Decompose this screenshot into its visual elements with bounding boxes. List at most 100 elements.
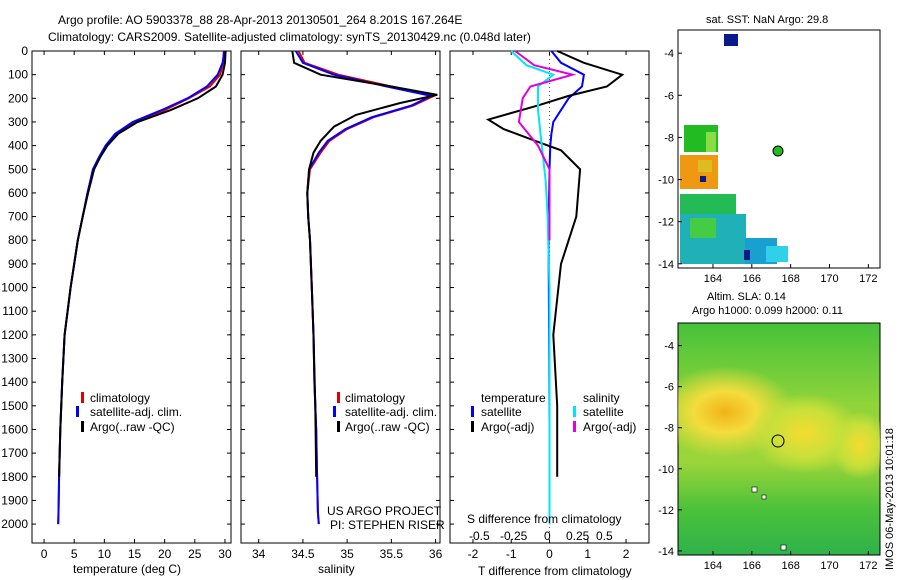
legend-title-salinity: salinity [583,391,620,405]
sla-map [677,322,881,556]
x-tick-label: 35 [340,547,354,561]
temperature-legend: climatology satellite-adj. clim. Argo(..… [76,391,182,434]
credit-project: US ARGO PROJECT [327,504,442,518]
legend-label: Argo(..raw -QC) [90,420,175,434]
depth-tick-label: 900 [8,257,28,271]
x-tick-label: 30 [218,547,232,561]
x-tick-label: 10 [98,547,112,561]
map-y-tick-label: -8 [664,132,674,144]
difference-legend: temperature salinity satellite Argo(-adj… [471,391,636,434]
x-tick-label: 2 [623,547,630,561]
climatology-title: Climatology: CARS2009. Satellite-adjuste… [48,30,531,44]
map-x-tick-label: 166 [743,273,761,285]
sst-map-title: sat. SST: NaN Argo: 29.8 [706,14,828,26]
map-x-tick-label: 164 [704,273,722,285]
legend-label: climatology [345,391,405,405]
map-y-tick-label: -4 [664,341,674,353]
legend-label: Argo(-adj) [583,420,636,434]
depth-tick-label: 1100 [2,304,28,318]
depth-tick-label: 1600 [1,422,28,436]
legend-label: satellite [583,405,624,419]
temperature-panel: 0 5 10 15 20 25 30 [32,50,232,561]
profile-title: Argo profile: AO 5903378_88 28-Apr-2013 … [58,13,462,27]
sla-field [678,366,880,479]
legend-label: Argo(..raw -QC) [345,420,430,434]
sla-map-title: Altim. SLA: 0.14 [707,291,786,303]
island [780,544,787,551]
s-tick: -0.25 [500,529,528,543]
argo-position-marker [771,434,785,448]
depth-tick-label: 300 [8,115,28,129]
legend-label: Argo(-adj) [481,420,534,434]
map-x-tick-label: 170 [820,560,838,572]
sst-pixel [680,194,736,216]
legend-swatch-s-argo [573,421,576,432]
map-x-tick-label: 170 [820,273,838,285]
legend-label: satellite [481,405,522,419]
salinity-panel: 34 34.5 35 35.5 36 [241,50,443,561]
depth-tick-label: 400 [8,139,28,153]
s-tick: 0 [544,529,551,543]
map-x-tick-label: 166 [743,560,761,572]
map-y-tick-label: -14 [658,259,674,271]
temperature-panel-frame [31,50,232,544]
depth-tick-label: 200 [8,91,28,105]
sst-pixel [724,34,738,46]
map-y-tick-label: -10 [658,175,674,187]
x-tick-label: 35.5 [380,547,404,561]
series-line [547,50,586,525]
depth-tick-label: 1700 [1,446,28,460]
x-tick-label: 34 [252,547,266,561]
depth-tick-label: 700 [8,210,28,224]
sst-pixel [700,176,706,182]
legend-label: satellite-adj. clim. [90,405,182,419]
sst-pixel [744,250,750,260]
legend-swatch-s-satellite [573,406,576,417]
x-tick-label: 0 [41,547,48,561]
series-line [514,50,577,241]
x-tick-label: 0 [546,547,553,561]
t-diff-xlabel: T difference from climatology [478,564,632,578]
sla-high-anomaly [830,411,880,479]
depth-tick-label: 100 [8,68,28,82]
legend-swatch-argo [337,421,340,432]
s-tick: -0.5 [469,529,490,543]
series-line [58,50,227,477]
difference-panel: -2 -1 0 1 2 [450,50,649,561]
x-tick-label: 1 [584,547,591,561]
salinity-panel-frame [240,50,441,544]
legend-swatch-climatology [337,392,340,403]
island [761,494,767,500]
sst-pixel [690,218,716,238]
sla-map-subtitle: Argo h1000: 0.099 h2000: 0.11 [692,305,843,317]
x-tick-label: 36 [429,547,443,561]
map-y-tick-label: -12 [658,217,674,229]
legend-swatch-climatology [81,392,84,403]
salinity-xlabel: salinity [318,562,355,576]
series-line [485,50,625,477]
x-tick-label: 5 [71,547,78,561]
map-x-tick-label: 164 [704,560,722,572]
map-y-tick-label: -4 [664,48,674,60]
legend-swatch-t-argo [471,421,474,432]
sla-map-axes: 164 166 168 170 172 -4 -6 -8 -10 -12 -14 [658,341,877,572]
timestamp: IMOS 06-May-2013 10:01:18 [884,428,896,570]
sst-pixel [706,132,716,152]
series-line [510,50,556,525]
argo-position-marker [772,145,784,157]
depth-tick-label: 1000 [1,281,28,295]
depth-tick-label: 1300 [1,352,28,366]
sst-map-axes: 164 166 168 170 172 -4 -6 -8 -10 -12 -14 [658,48,877,285]
depth-tick-label: 1800 [1,470,28,484]
depth-tick-label: 600 [8,186,28,200]
s-tick: 0.5 [596,529,613,543]
x-tick-label: 20 [158,547,172,561]
depth-tick-label: 1500 [1,399,28,413]
salinity-legend: climatology satellite-adj. clim. Argo(..… [333,391,437,434]
series-line [291,50,438,477]
sst-pixel [766,246,788,262]
depth-tick-label: 0 [21,44,28,58]
depth-axis: 0 100 200 300 400 500 600 700 800 900 1000 1100 1200… [1,44,28,531]
x-tick-label: -1 [506,547,517,561]
x-tick-label: -2 [468,547,479,561]
